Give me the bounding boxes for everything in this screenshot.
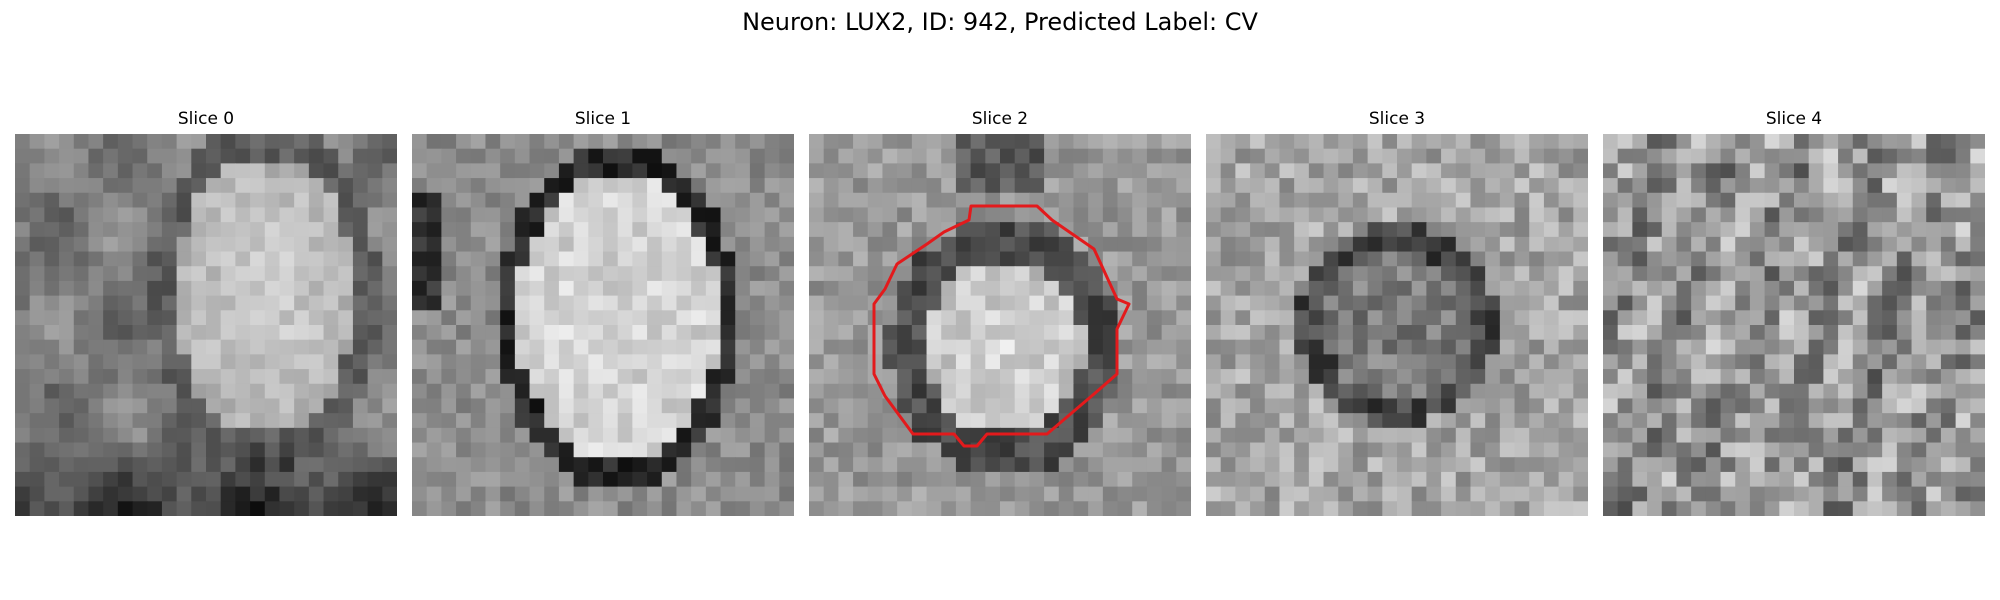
slice-title: Slice 3: [1368, 109, 1426, 129]
figure-title: Neuron: LUX2, ID: 942, Predicted Label: …: [742, 8, 1258, 36]
slice-panel-4: Slice 4: [1603, 108, 1985, 516]
slice-image: [809, 134, 1191, 516]
segmentation-contour: [872, 204, 1131, 448]
slice-image: [15, 134, 397, 516]
slice-panel-1: Slice 1: [412, 108, 794, 516]
slice-title: Slice 4: [1765, 109, 1823, 129]
slice-title: Slice 2: [971, 109, 1029, 129]
slice-image: [412, 134, 794, 516]
slice-image: [1206, 134, 1588, 516]
slice-panel-2: Slice 2: [809, 108, 1191, 516]
slice-panel-3: Slice 3: [1206, 108, 1588, 516]
slice-title: Slice 1: [574, 109, 632, 129]
slice-image: [1603, 134, 1985, 516]
slice-title: Slice 0: [177, 109, 235, 129]
slice-panel-0: Slice 0: [15, 108, 397, 516]
